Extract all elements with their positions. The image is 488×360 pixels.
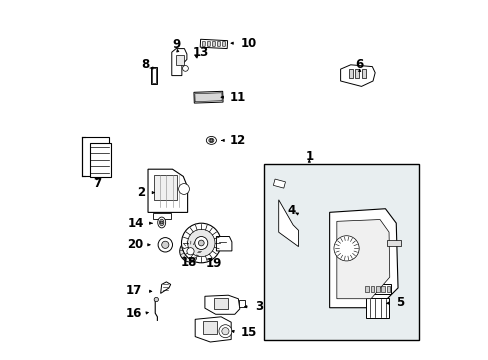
Text: 10: 10 [241, 37, 257, 50]
Circle shape [160, 221, 163, 224]
Bar [152, 213, 170, 219]
Text: 4: 4 [286, 204, 295, 217]
Circle shape [182, 66, 188, 71]
Bar [212, 41, 215, 46]
Text: 7: 7 [93, 177, 101, 190]
Text: 5: 5 [395, 296, 403, 309]
Bar [264, 164, 418, 340]
Bar [151, 68, 156, 83]
Circle shape [181, 223, 221, 263]
Text: 14: 14 [127, 217, 143, 230]
Polygon shape [171, 49, 186, 76]
Circle shape [198, 240, 204, 246]
Polygon shape [336, 220, 389, 299]
Bar [202, 41, 205, 46]
Circle shape [162, 241, 168, 248]
Text: 8: 8 [141, 58, 149, 71]
Polygon shape [216, 237, 231, 251]
Text: 20: 20 [127, 238, 143, 251]
Bar [194, 91, 223, 103]
Bar [89, 143, 111, 177]
Bar [364, 284, 390, 294]
Bar [365, 286, 368, 292]
Bar [381, 286, 384, 292]
Polygon shape [195, 317, 231, 342]
Bar [361, 69, 365, 78]
Circle shape [158, 238, 172, 252]
Bar [386, 240, 400, 246]
Text: 15: 15 [241, 327, 257, 339]
Text: 2: 2 [137, 186, 145, 199]
Circle shape [209, 139, 212, 142]
Polygon shape [160, 282, 170, 293]
Circle shape [154, 297, 158, 302]
Bar [370, 286, 373, 292]
Bar [200, 39, 227, 49]
Text: 6: 6 [355, 58, 363, 71]
Ellipse shape [208, 138, 213, 143]
Bar [273, 179, 285, 188]
Circle shape [179, 240, 201, 262]
Circle shape [219, 325, 231, 338]
Bar [348, 69, 352, 78]
Bar [207, 41, 210, 46]
Bar [354, 69, 359, 78]
Bar [195, 93, 222, 102]
Circle shape [187, 229, 215, 257]
Text: 17: 17 [125, 284, 142, 297]
Bar [203, 321, 217, 334]
Polygon shape [204, 295, 239, 314]
Text: 13: 13 [193, 46, 209, 59]
Text: 12: 12 [230, 134, 246, 147]
Bar [176, 55, 183, 65]
Circle shape [194, 237, 207, 249]
Bar [81, 137, 108, 176]
Ellipse shape [159, 219, 163, 226]
Text: 11: 11 [230, 91, 246, 104]
Bar [213, 298, 228, 309]
Ellipse shape [206, 136, 216, 144]
Bar [222, 41, 225, 46]
Bar [150, 67, 157, 84]
Bar [386, 286, 389, 292]
Text: 18: 18 [180, 256, 197, 269]
Text: 1: 1 [305, 150, 313, 163]
Bar [238, 300, 244, 307]
Bar [153, 175, 177, 200]
Text: 19: 19 [205, 257, 222, 270]
Polygon shape [340, 65, 374, 86]
Circle shape [333, 236, 358, 261]
Circle shape [178, 184, 189, 194]
Ellipse shape [158, 217, 165, 228]
Circle shape [222, 328, 228, 335]
Bar [375, 286, 379, 292]
Polygon shape [329, 209, 397, 308]
Polygon shape [148, 169, 187, 212]
Bar [365, 298, 388, 318]
Bar [217, 41, 220, 46]
Circle shape [186, 248, 194, 255]
Text: 3: 3 [255, 300, 263, 313]
Text: 16: 16 [125, 307, 142, 320]
Text: 9: 9 [172, 39, 180, 51]
Polygon shape [278, 200, 298, 247]
